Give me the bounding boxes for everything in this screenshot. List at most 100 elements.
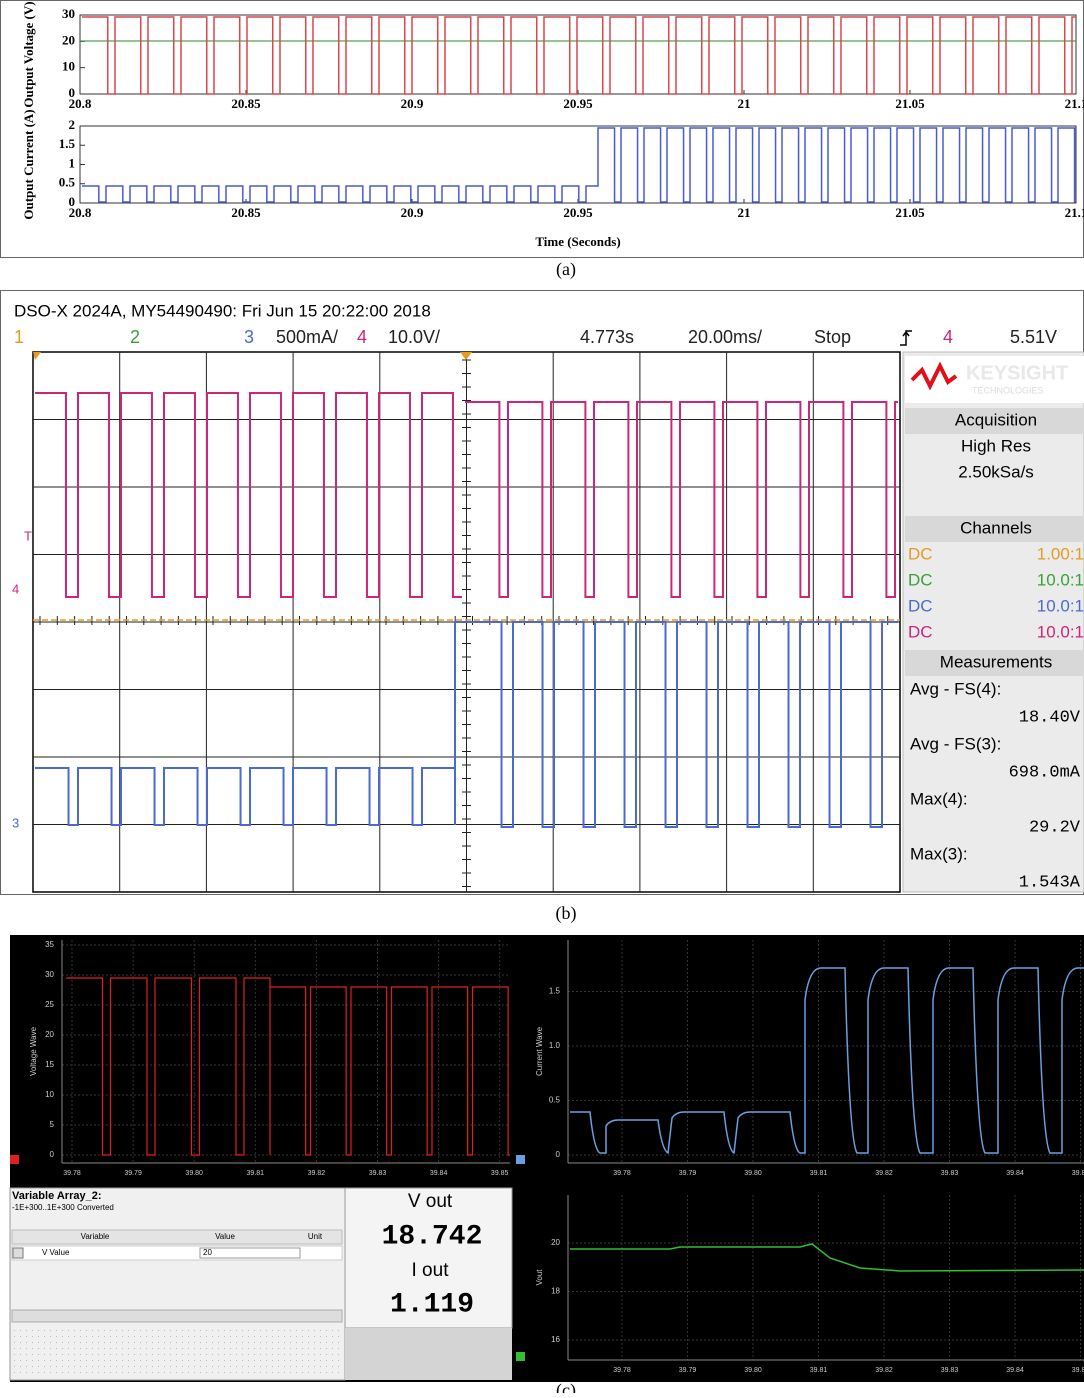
dot <box>68 1366 69 1367</box>
dot <box>206 1348 207 1349</box>
dot <box>326 1372 327 1373</box>
dot <box>134 1354 135 1355</box>
channel-probe: 10.0:1 <box>1037 622 1084 641</box>
dot <box>332 1372 333 1373</box>
dot <box>242 1342 243 1343</box>
dot <box>254 1366 255 1367</box>
dot <box>188 1372 189 1373</box>
dot <box>194 1336 195 1337</box>
x-tick-label: 39.85 <box>1072 1170 1084 1177</box>
dot <box>248 1342 249 1343</box>
dot <box>170 1336 171 1337</box>
dot <box>332 1336 333 1337</box>
dot <box>14 1348 15 1349</box>
dot <box>194 1360 195 1361</box>
dot <box>224 1360 225 1361</box>
scope-status: 2 <box>130 327 140 347</box>
dot <box>20 1336 21 1337</box>
variable-array-panel <box>10 1188 345 1380</box>
dot <box>218 1342 219 1343</box>
dot <box>44 1336 45 1337</box>
dot <box>212 1372 213 1373</box>
dot <box>176 1330 177 1331</box>
dot <box>206 1366 207 1367</box>
dot <box>260 1366 261 1367</box>
x-tick-label: 39.83 <box>941 1170 959 1177</box>
dot <box>38 1354 39 1355</box>
dot <box>164 1366 165 1367</box>
dot <box>140 1360 141 1361</box>
dot <box>332 1354 333 1355</box>
scope-status: 4.773s <box>580 327 634 347</box>
value-input <box>200 1248 300 1258</box>
dot <box>56 1342 57 1343</box>
dot <box>230 1360 231 1361</box>
dot <box>152 1336 153 1337</box>
y-tick-label: 5 <box>50 1120 55 1129</box>
x-tick-label: 21 <box>738 96 751 111</box>
dot <box>284 1366 285 1367</box>
dot <box>50 1366 51 1367</box>
dot <box>332 1342 333 1343</box>
dot <box>26 1360 27 1361</box>
dot <box>56 1348 57 1349</box>
x-tick-label: 20.8 <box>69 96 92 111</box>
dot <box>44 1366 45 1367</box>
trigger-marker: T <box>24 528 32 543</box>
dot <box>110 1360 111 1361</box>
dot <box>38 1372 39 1373</box>
dot <box>290 1372 291 1373</box>
dot <box>338 1336 339 1337</box>
dot <box>314 1342 315 1343</box>
dot <box>92 1372 93 1373</box>
dot <box>242 1366 243 1367</box>
dot <box>254 1372 255 1373</box>
dot <box>320 1348 321 1349</box>
dot <box>248 1360 249 1361</box>
dot <box>134 1366 135 1367</box>
dot <box>14 1366 15 1367</box>
dot <box>278 1342 279 1343</box>
dot <box>134 1372 135 1373</box>
dot <box>194 1372 195 1373</box>
dot <box>272 1342 273 1343</box>
dot <box>296 1348 297 1349</box>
dot <box>260 1336 261 1337</box>
dot <box>56 1354 57 1355</box>
channel-coupling: DC <box>908 622 933 641</box>
dot <box>242 1330 243 1331</box>
dot <box>122 1348 123 1349</box>
dot <box>290 1336 291 1337</box>
dot <box>296 1342 297 1343</box>
dot <box>74 1354 75 1355</box>
scope-header: DSO-X 2024A, MY54490490: Fri Jun 15 20:2… <box>14 301 431 320</box>
dot <box>50 1360 51 1361</box>
display-value: 18.742 <box>382 1221 483 1252</box>
dot <box>20 1348 21 1349</box>
dot <box>56 1330 57 1331</box>
dot <box>326 1336 327 1337</box>
dot <box>278 1330 279 1331</box>
scope-status: 500mA/ <box>276 327 338 347</box>
dot <box>50 1354 51 1355</box>
x-tick-label: 39.82 <box>308 1170 326 1177</box>
channel-coupling: DC <box>908 544 933 563</box>
dot <box>290 1348 291 1349</box>
scope-status: 20.00ms/ <box>688 327 762 347</box>
x-tick-label: 20.95 <box>563 96 593 111</box>
dot <box>44 1330 45 1331</box>
dot <box>266 1360 267 1361</box>
dot <box>68 1330 69 1331</box>
dot <box>278 1348 279 1349</box>
scope-status: 4 <box>943 327 953 347</box>
dot <box>14 1360 15 1361</box>
dot <box>200 1348 201 1349</box>
dot <box>152 1348 153 1349</box>
dot <box>98 1342 99 1343</box>
x-tick-label: 39.82 <box>875 1367 893 1374</box>
dot <box>146 1348 147 1349</box>
dot <box>152 1330 153 1331</box>
dot <box>104 1336 105 1337</box>
dot <box>200 1330 201 1331</box>
dot <box>200 1360 201 1361</box>
